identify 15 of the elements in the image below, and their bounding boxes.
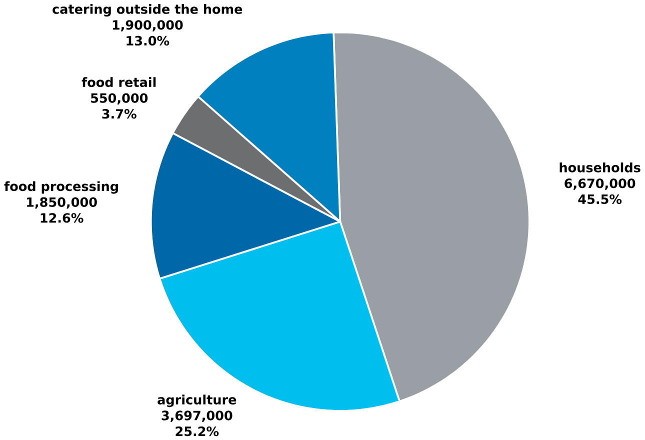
data-label: 550,000 — [91, 93, 148, 104]
slice-label: food retail — [82, 77, 156, 87]
text: 25.2% — [176, 426, 219, 436]
text: 3.7% — [102, 108, 136, 119]
data-label: 1,850,000 — [27, 197, 97, 208]
data-label: 3,697,000 — [162, 410, 232, 422]
text: 13.0% — [126, 36, 170, 46]
slice-label: food processing — [4, 181, 118, 194]
slice-label: agriculture — [158, 394, 236, 407]
slice-label: catering outside the home — [52, 4, 242, 16]
text: 12.6% — [40, 213, 84, 223]
slice-label: households — [560, 162, 640, 172]
data-label: 1,900,000 — [112, 20, 183, 32]
text: 45.5% — [578, 194, 622, 204]
data-label: 6,670,000 — [564, 178, 636, 190]
